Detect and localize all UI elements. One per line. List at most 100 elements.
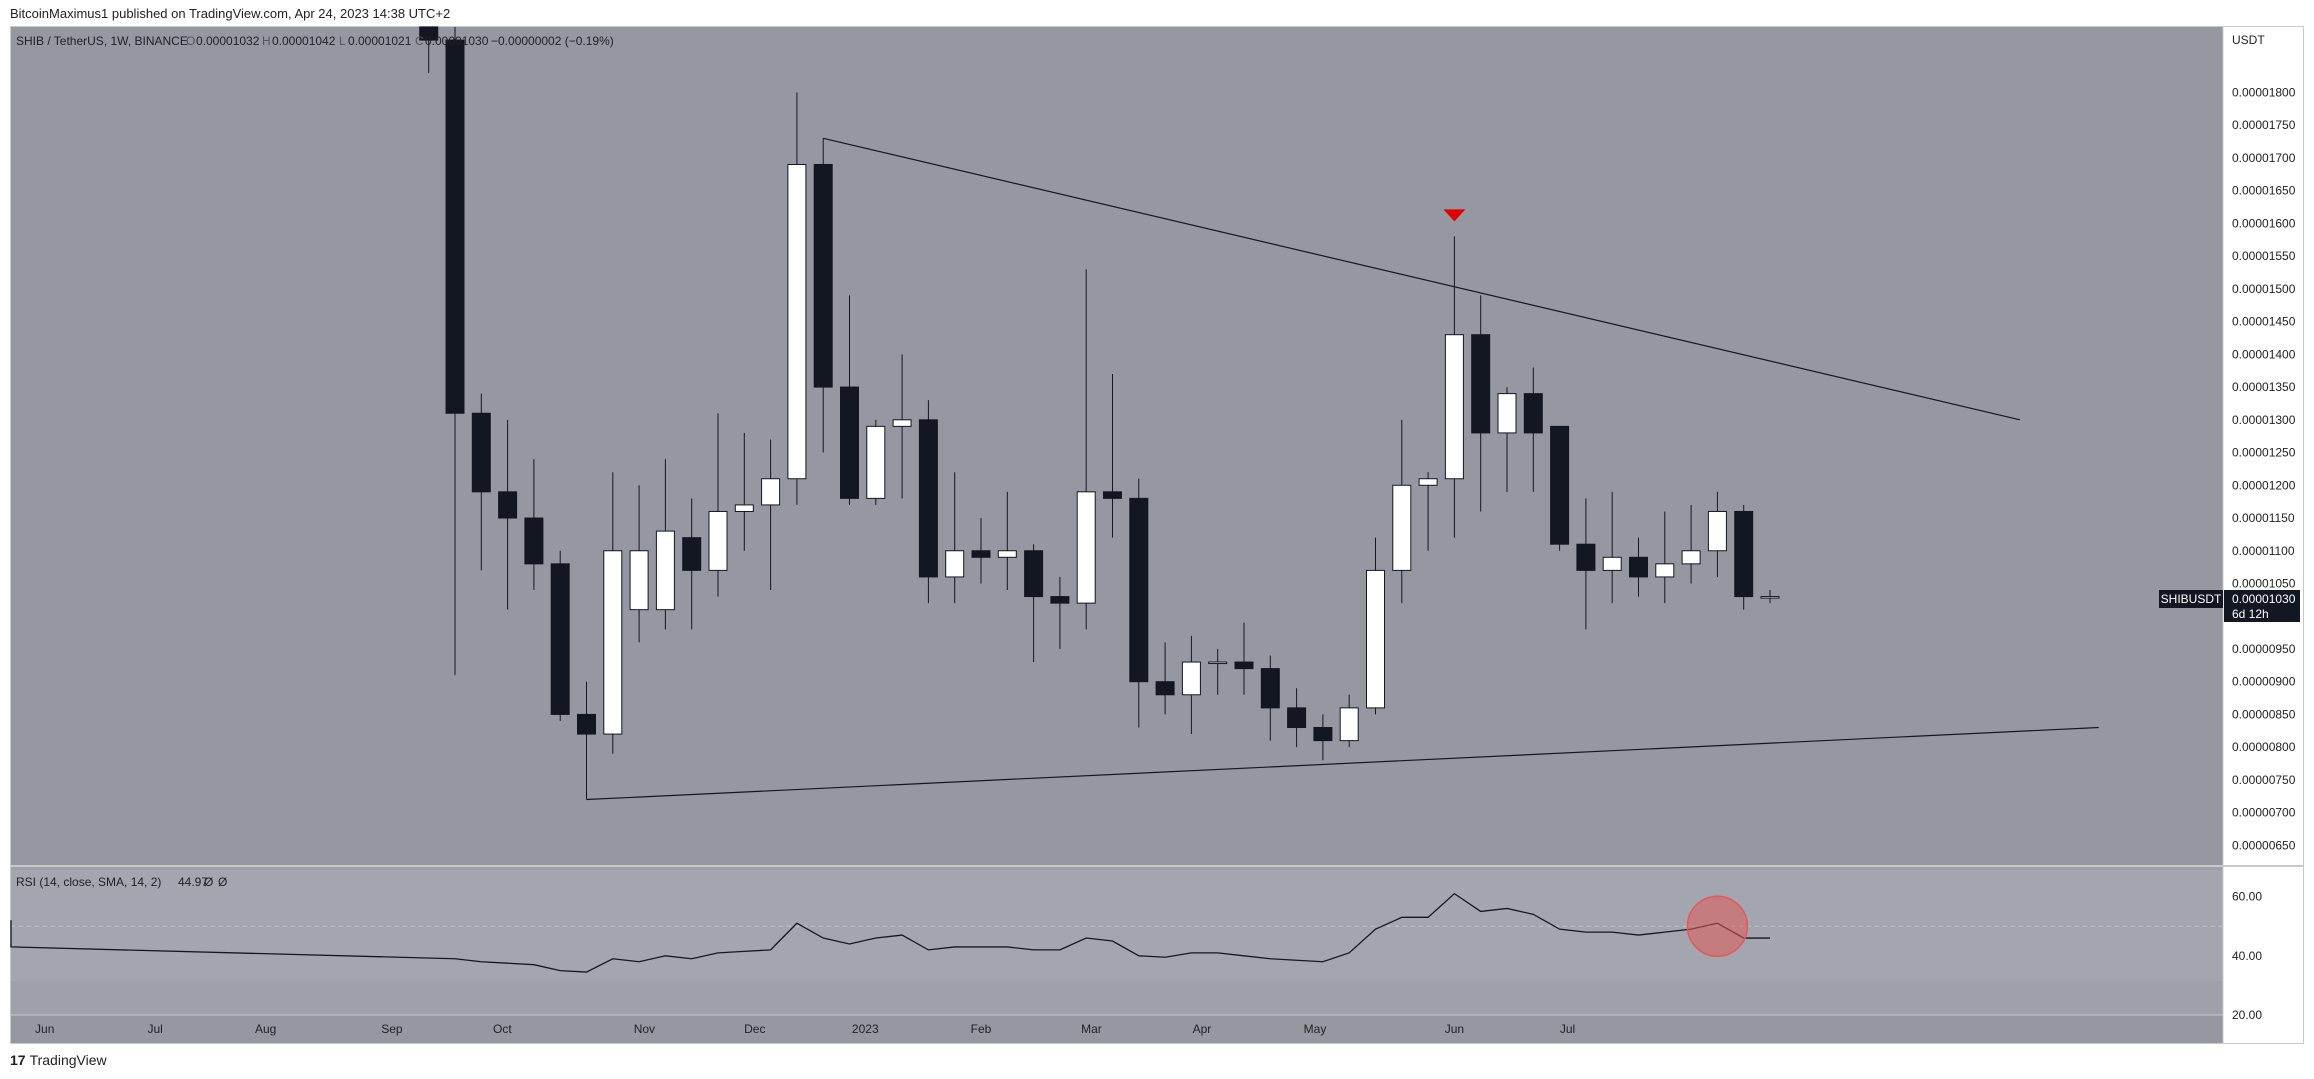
candle: [524, 459, 544, 591]
candle-body-bear: [813, 163, 833, 388]
price-axis-tick-label: 0.00001150: [2232, 511, 2295, 525]
price-axis-unit: USDT: [2232, 33, 2265, 47]
tradingview-brand: TradingView: [29, 1052, 107, 1068]
rsi-axis-tick-label: 20.00: [2232, 1008, 2262, 1022]
price-axis-tick-label: 0.00001650: [2232, 184, 2296, 198]
candle-body-bull: [1418, 478, 1438, 486]
price-axis-tick-label: 0.00000750: [2232, 773, 2296, 787]
candle-body-bear: [419, 26, 439, 41]
candle: [1681, 504, 1701, 584]
symbol-name: SHIB / TetherUS, 1W, BINANCE: [16, 34, 188, 48]
trendline-ascending-support: [586, 726, 2099, 801]
candle-body-bear: [577, 713, 596, 735]
red-down-triangle-marker: [1443, 209, 1466, 222]
symbol-legend[interactable]: SHIB / TetherUS, 1W, BINANCE O 0.0000103…: [16, 34, 614, 48]
candle: [550, 550, 570, 721]
time-axis-tick-label: Apr: [1193, 1022, 1212, 1036]
published-header: BitcoinMaximus1 published on TradingView…: [0, 0, 2314, 26]
candle-body-bull: [1366, 569, 1385, 709]
candle-body-bull: [1076, 491, 1096, 604]
rsi-layer: [10, 892, 2222, 973]
price-axis-tick-label: 0.00001200: [2232, 478, 2296, 492]
time-axis-tick-label: Sep: [381, 1022, 403, 1036]
rsi-legend-extra1: Ø: [204, 875, 213, 889]
candle: [1050, 576, 1070, 649]
candle-body-bear: [682, 537, 702, 571]
candle-body-bear: [471, 412, 491, 493]
candle: [866, 419, 886, 505]
rsi-line: [10, 892, 1770, 973]
candle: [734, 432, 754, 551]
candle-body-bull: [708, 510, 728, 571]
candle: [1366, 537, 1385, 715]
high-label: H: [262, 34, 271, 48]
candle-body-bear: [1734, 510, 1754, 598]
candle: [971, 518, 991, 584]
open-value: 0.00001032: [196, 34, 260, 48]
candle-body-bear: [971, 550, 991, 558]
candle-body-bull: [734, 504, 754, 512]
candle-body-bear: [918, 419, 938, 578]
candle: [1707, 491, 1727, 577]
candle: [1602, 491, 1622, 604]
candle: [1418, 472, 1438, 551]
close-value: 0.00001030: [425, 34, 489, 48]
candle: [1287, 688, 1307, 748]
time-axis-tick-label: Jun: [35, 1022, 54, 1036]
time-axis-ticks: Jun Jul Aug Sep Oct Nov Dec 2023 Feb Mar Apr May Jun…: [35, 1022, 1575, 1036]
candle-body-bull: [1602, 556, 1622, 571]
candle: [787, 92, 807, 505]
candle: [1076, 269, 1096, 630]
candle-body-bull: [629, 550, 649, 611]
candle: [445, 27, 465, 676]
tradingview-logo[interactable]: 17 TradingView: [10, 1052, 107, 1068]
price-axis-tick-label: 0.00001300: [2232, 413, 2296, 427]
candles: [419, 26, 1780, 800]
candle: [471, 393, 491, 571]
price-axis-tick-label: 0.00001400: [2232, 347, 2296, 361]
candle-body-bull: [945, 550, 965, 578]
candle: [1313, 714, 1333, 761]
candle-body-bear: [1103, 491, 1122, 499]
candle-body-bear: [445, 39, 465, 414]
rsi-highlight-circle: [1686, 895, 1749, 957]
time-axis-tick-label: May: [1304, 1022, 1327, 1036]
time-axis-tick-label: Mar: [1081, 1022, 1102, 1036]
candle: [1444, 236, 1464, 538]
candle: [498, 419, 518, 610]
time-axis-tick-label: Nov: [634, 1022, 655, 1036]
price-axis-tick-label: 0.00001800: [2232, 85, 2296, 99]
candle: [1655, 511, 1675, 604]
candle-body-bear: [1287, 707, 1307, 729]
last-price-tag: SHIBUSDT 0.00001030 6d 12h: [2159, 590, 2300, 622]
high-value: 0.00001042: [272, 34, 336, 48]
candle: [1103, 373, 1122, 538]
price-axis-tick-label: 0.00001600: [2232, 216, 2296, 230]
trendlines: [586, 137, 2099, 801]
candle: [1155, 642, 1175, 715]
candle: [1024, 544, 1044, 663]
candle-body-bull: [997, 550, 1017, 558]
rsi-legend[interactable]: RSI (14, close, SMA, 14, 2) 44.97 Ø Ø: [16, 875, 227, 889]
price-pane-background: [11, 27, 2223, 865]
candle: [629, 485, 649, 643]
candle-body-bear: [524, 517, 544, 565]
candle-body-bull: [1444, 334, 1464, 480]
candle-body-bear: [840, 386, 859, 499]
candle-body-bull: [1208, 661, 1228, 665]
price-axis-tick-label: 0.00001100: [2232, 544, 2295, 558]
marker-layer: [1443, 209, 1466, 222]
candle-body-bear: [1313, 727, 1333, 742]
candle: [577, 681, 596, 800]
candle: [1260, 655, 1280, 741]
price-axis-background: [2223, 27, 2303, 1043]
rsi-axis-tick-label: 40.00: [2232, 949, 2262, 963]
time-axis-tick-label: Jul: [148, 1022, 163, 1036]
candle-body-bear: [1550, 425, 1570, 545]
time-axis-tick-label: Jun: [1445, 1022, 1464, 1036]
last-price-value: 0.00001030: [2232, 592, 2296, 606]
price-axis-tick-label: 0.00000950: [2232, 642, 2296, 656]
candle: [1471, 295, 1491, 512]
candle-body-bull: [1655, 563, 1675, 578]
